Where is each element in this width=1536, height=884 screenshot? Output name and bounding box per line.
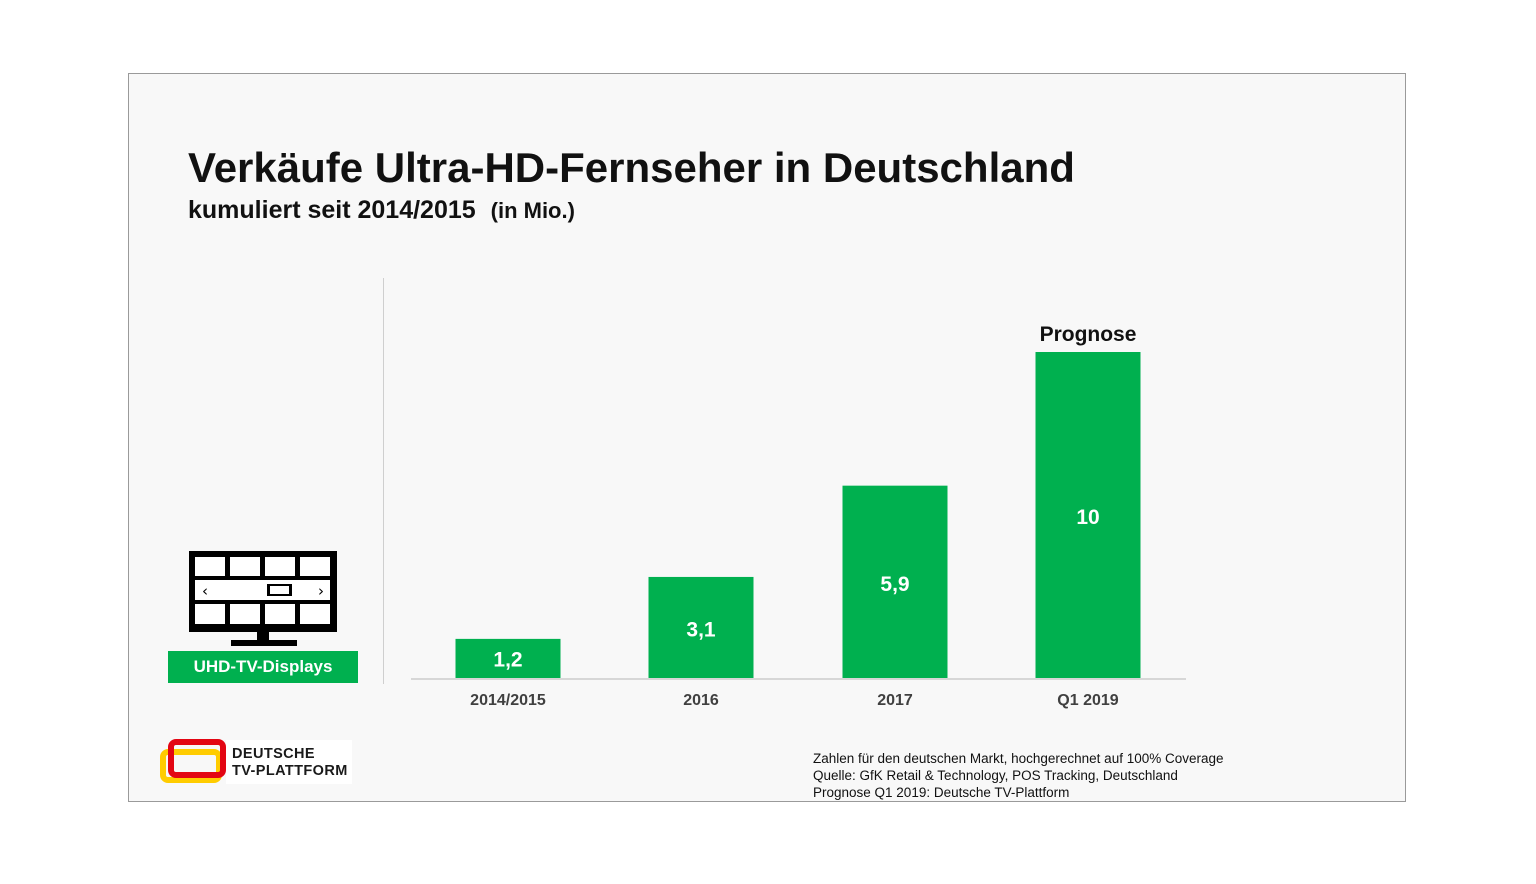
- unit-label: (in Mio.): [490, 198, 575, 223]
- svg-text:›: ›: [318, 582, 324, 600]
- x-tick-label-3: 2017: [877, 692, 913, 709]
- subtitle-text: kumuliert seit 2014/2015: [188, 196, 476, 224]
- annotation-prognose: Prognose: [1040, 323, 1137, 346]
- tv-icon: ‹ ›: [189, 551, 337, 646]
- x-tick-label-2: 2016: [683, 692, 719, 709]
- bar-4: [1035, 352, 1141, 678]
- source-footnote: Zahlen für den deutschen Markt, hochgere…: [813, 750, 1224, 801]
- x-tick-label-1: 2014/2015: [470, 692, 546, 709]
- logo-line-1: DEUTSCHE: [232, 746, 315, 762]
- divider-line: [383, 278, 384, 684]
- logo-text: DEUTSCHE TV-PLATTFORM: [226, 740, 352, 784]
- bar-2: [648, 576, 754, 678]
- slide-frame: Verkäufe Ultra-HD-Fernseher in Deutschla…: [128, 73, 1406, 802]
- bar-value-label-4: 10: [1076, 506, 1099, 529]
- bar-3: [842, 485, 948, 678]
- bar-value-label-3: 5,9: [880, 573, 909, 596]
- bar-1: [455, 638, 561, 678]
- x-tick-label-4: Q1 2019: [1057, 692, 1118, 709]
- bar-value-label-1: 1,2: [493, 648, 522, 671]
- chart-title: Verkäufe Ultra-HD-Fernseher in Deutschla…: [188, 144, 1075, 191]
- logo-line-2: TV-PLATTFORM: [232, 763, 348, 779]
- chart-subtitle: kumuliert seit 2014/2015 (in Mio.): [188, 196, 575, 225]
- logo-mark: [160, 739, 226, 783]
- footnote-line-1: Zahlen für den deutschen Markt, hochgere…: [813, 751, 1224, 766]
- bar-chart: 1,2 2014/2015 3,1 2016 5,9 2017 10 Q1 2019 Progn…: [411, 323, 1186, 709]
- legend-uhd-tv-displays: UHD-TV-Displays: [168, 651, 358, 683]
- footnote-line-2: Quelle: GfK Retail & Technology, POS Tra…: [813, 768, 1178, 783]
- bar-value-label-2: 3,1: [686, 618, 716, 641]
- footnote-line-3: Prognose Q1 2019: Deutsche TV-Plattform: [813, 785, 1070, 800]
- svg-text:‹: ‹: [202, 582, 208, 600]
